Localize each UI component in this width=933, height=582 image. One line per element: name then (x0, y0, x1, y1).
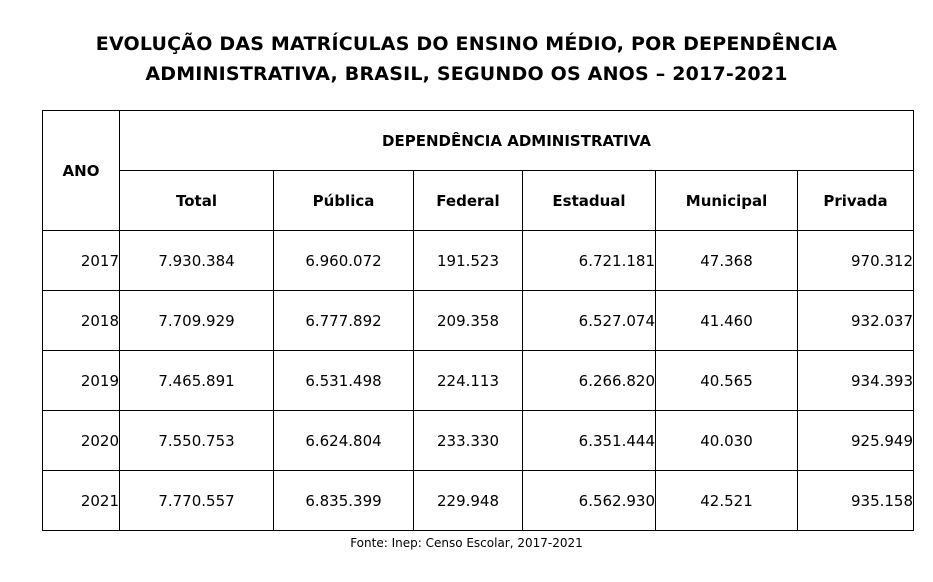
federal-cell: 233.330 (413, 410, 523, 471)
publica-cell: 6.835.399 (273, 470, 414, 531)
privada-cell: 934.393 (796, 350, 915, 411)
header-row-top: ANO DEPENDÊNCIA ADMINISTRATIVA (42, 110, 915, 231)
publica-cell: 6.777.892 (273, 290, 414, 351)
year-cell: 2021 (42, 470, 120, 531)
column-header-estadual: Estadual (522, 170, 656, 231)
table-row: 2019 7.465.891 6.531.498 224.113 6.266.8… (42, 350, 915, 411)
group-header: DEPENDÊNCIA ADMINISTRATIVA (118, 110, 915, 171)
total-cell: 7.770.557 (119, 470, 274, 531)
estadual-cell: 6.562.930 (522, 470, 656, 531)
publica-cell: 6.531.498 (273, 350, 414, 411)
title-line-1: EVOLUÇÃO DAS MATRÍCULAS DO ENSINO MÉDIO,… (95, 33, 838, 55)
privada-cell: 970.312 (796, 230, 915, 291)
estadual-cell: 6.351.444 (522, 410, 656, 471)
table-row: 2018 7.709.929 6.777.892 209.358 6.527.0… (42, 290, 915, 351)
year-cell: 2017 (42, 230, 120, 291)
table-row: 2020 7.550.753 6.624.804 233.330 6.351.4… (42, 410, 915, 471)
estadual-cell: 6.721.181 (522, 230, 656, 291)
municipal-cell: 47.368 (655, 230, 798, 291)
total-cell: 7.709.929 (119, 290, 274, 351)
total-cell: 7.550.753 (119, 410, 274, 471)
header-row-columns: Total Pública Federal Estadual Municipal… (43, 170, 915, 231)
source-note: Fonte: Inep: Censo Escolar, 2017-2021 (350, 536, 583, 550)
table-row: 2021 7.770.557 6.835.399 229.948 6.562.9… (42, 470, 915, 531)
total-cell: 7.465.891 (119, 350, 274, 411)
column-header-municipal: Municipal (655, 170, 798, 231)
estadual-cell: 6.266.820 (522, 350, 656, 411)
title-line-2: ADMINISTRATIVA, BRASIL, SEGUNDO OS ANOS … (145, 63, 788, 85)
year-cell: 2020 (42, 410, 120, 471)
privada-cell: 935.158 (796, 470, 915, 531)
federal-cell: 209.358 (413, 290, 523, 351)
column-header-privada: Privada (796, 170, 915, 231)
privada-cell: 932.037 (796, 290, 915, 351)
year-header: ANO (42, 110, 120, 231)
publica-cell: 6.960.072 (273, 230, 414, 291)
estadual-cell: 6.527.074 (522, 290, 656, 351)
federal-cell: 191.523 (413, 230, 523, 291)
total-cell: 7.930.384 (119, 230, 274, 291)
municipal-cell: 41.460 (655, 290, 798, 351)
federal-cell: 229.948 (413, 470, 523, 531)
publica-cell: 6.624.804 (273, 410, 414, 471)
privada-cell: 925.949 (796, 410, 915, 471)
year-cell: 2018 (42, 290, 120, 351)
federal-cell: 224.113 (413, 350, 523, 411)
municipal-cell: 42.521 (655, 470, 798, 531)
column-header-federal: Federal (413, 170, 523, 231)
municipal-cell: 40.565 (655, 350, 798, 411)
year-cell: 2019 (42, 350, 120, 411)
column-header-total: Total (119, 170, 274, 231)
enrollment-table: ANO DEPENDÊNCIA ADMINISTRATIVA Total Púb… (42, 110, 915, 531)
page-title: EVOLUÇÃO DAS MATRÍCULAS DO ENSINO MÉDIO,… (0, 29, 933, 89)
municipal-cell: 40.030 (655, 410, 798, 471)
table-row: 2017 7.930.384 6.960.072 191.523 6.721.1… (42, 230, 915, 291)
column-header-publica: Pública (273, 170, 414, 231)
